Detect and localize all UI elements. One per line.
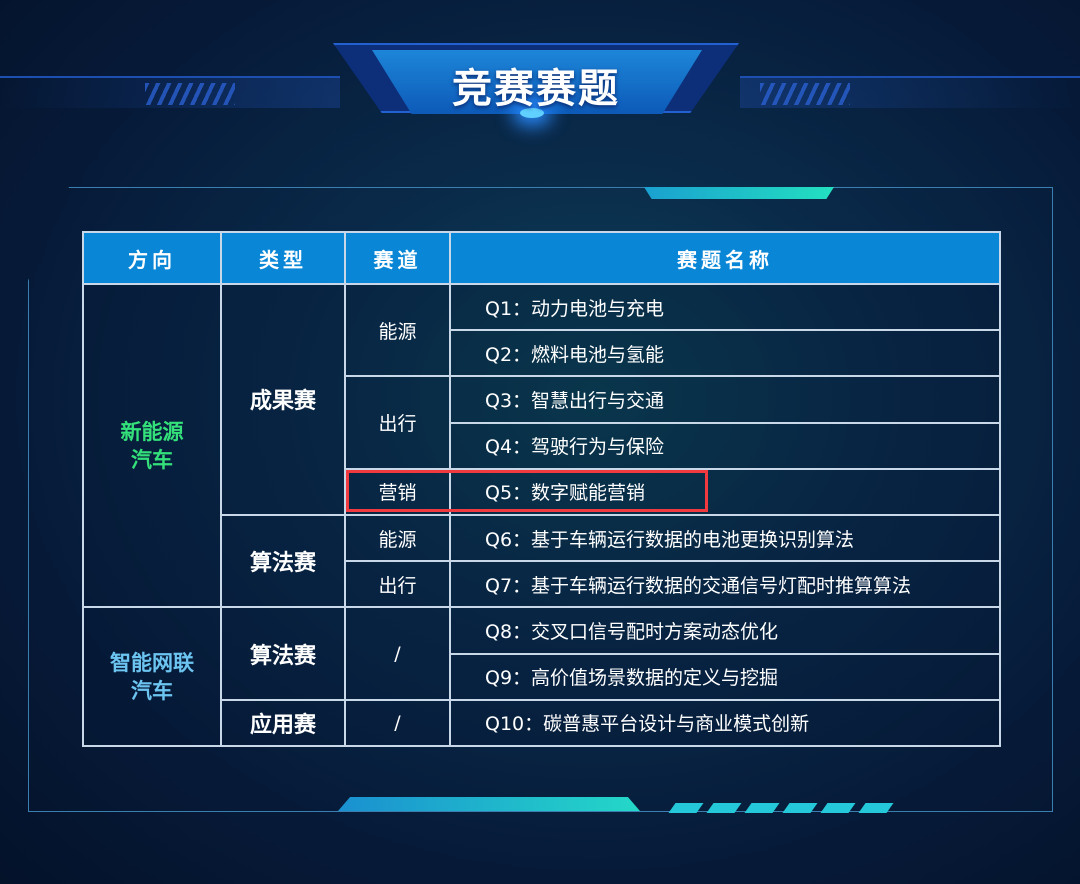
direction-nev: 新能源 汽车	[82, 282, 222, 609]
glow-decor	[520, 108, 544, 118]
page-title: 竞赛赛题	[452, 66, 620, 112]
question-cell: Q7：基于车辆运行数据的交通信号灯配时推算算法	[449, 560, 1001, 609]
direction-icv: 智能网联 汽车	[82, 606, 222, 747]
track-cell: 出行	[344, 560, 451, 609]
table-row: Q2：燃料电池与氢能	[83, 329, 1001, 378]
track-cell: 能源	[344, 282, 451, 378]
track-cell: 出行	[344, 375, 451, 470]
table-row: Q9：高价值场景数据的定义与挖掘	[83, 652, 1001, 701]
track-cell: /	[344, 606, 451, 701]
question-cell: Q6：基于车辆运行数据的电池更换识别算法	[449, 513, 1001, 563]
track-cell: 营销	[344, 467, 451, 516]
frame-tab-decor	[644, 187, 834, 199]
question-cell-highlighted: Q5：数字赋能营销	[449, 467, 1001, 516]
competition-table: 方向 类型 赛道 赛题名称 新能源 汽车 成果赛 能源 Q1：动力电池与充电 Q…	[82, 231, 1001, 747]
type-cell: 算法赛	[220, 513, 346, 609]
header-question-name: 赛题名称	[449, 231, 1001, 285]
track-cell: 能源	[344, 513, 451, 563]
question-cell: Q3：智慧出行与交通	[449, 375, 1001, 424]
question-cell: Q9：高价值场景数据的定义与挖掘	[449, 652, 1001, 701]
title-banner-inner	[372, 50, 702, 114]
table-row: Q4：驾驶行为与保险	[83, 421, 1001, 470]
table-row: 智能网联 汽车 算法赛 / Q8：交叉口信号配时方案动态优化	[82, 606, 1001, 747]
bottom-bar-decor	[338, 797, 640, 811]
question-cell: Q1：动力电池与充电	[449, 282, 1001, 332]
header-type: 类型	[220, 231, 346, 285]
question-cell: Q2：燃料电池与氢能	[449, 329, 1001, 378]
decor-stripes	[145, 83, 235, 105]
type-cell: 成果赛	[220, 283, 346, 516]
table-row: 出行 Q7：基于车辆运行数据的交通信号灯配时推算算法	[83, 560, 1001, 609]
question-cell: Q10：碳普惠平台设计与商业模式创新	[449, 698, 1001, 747]
table-row: 出行 Q3：智慧出行与交通	[83, 375, 1001, 470]
header-direction: 方向	[82, 231, 222, 285]
table-row: 新能源 汽车 成果赛 能源 Q1：动力电池与充电	[82, 282, 1001, 609]
table-row: 应用赛 / Q10：碳普惠平台设计与商业模式创新	[83, 698, 1001, 747]
table-header-row: 方向 类型 赛道 赛题名称	[82, 231, 1001, 285]
highlight-box	[346, 470, 708, 512]
decor-stripes	[760, 83, 850, 105]
type-cell: 应用赛	[220, 698, 346, 747]
table-row: 营销 Q5：数字赋能营销	[83, 467, 1001, 516]
question-cell: Q8：交叉口信号配时方案动态优化	[449, 606, 1001, 655]
header-track: 赛道	[344, 231, 451, 285]
type-cell: 算法赛	[220, 606, 346, 701]
content-frame	[28, 187, 1053, 812]
track-cell: /	[344, 698, 451, 747]
question-cell: Q4：驾驶行为与保险	[449, 421, 1001, 470]
table-row: 算法赛 能源 Q6：基于车辆运行数据的电池更换识别算法	[83, 513, 1001, 609]
